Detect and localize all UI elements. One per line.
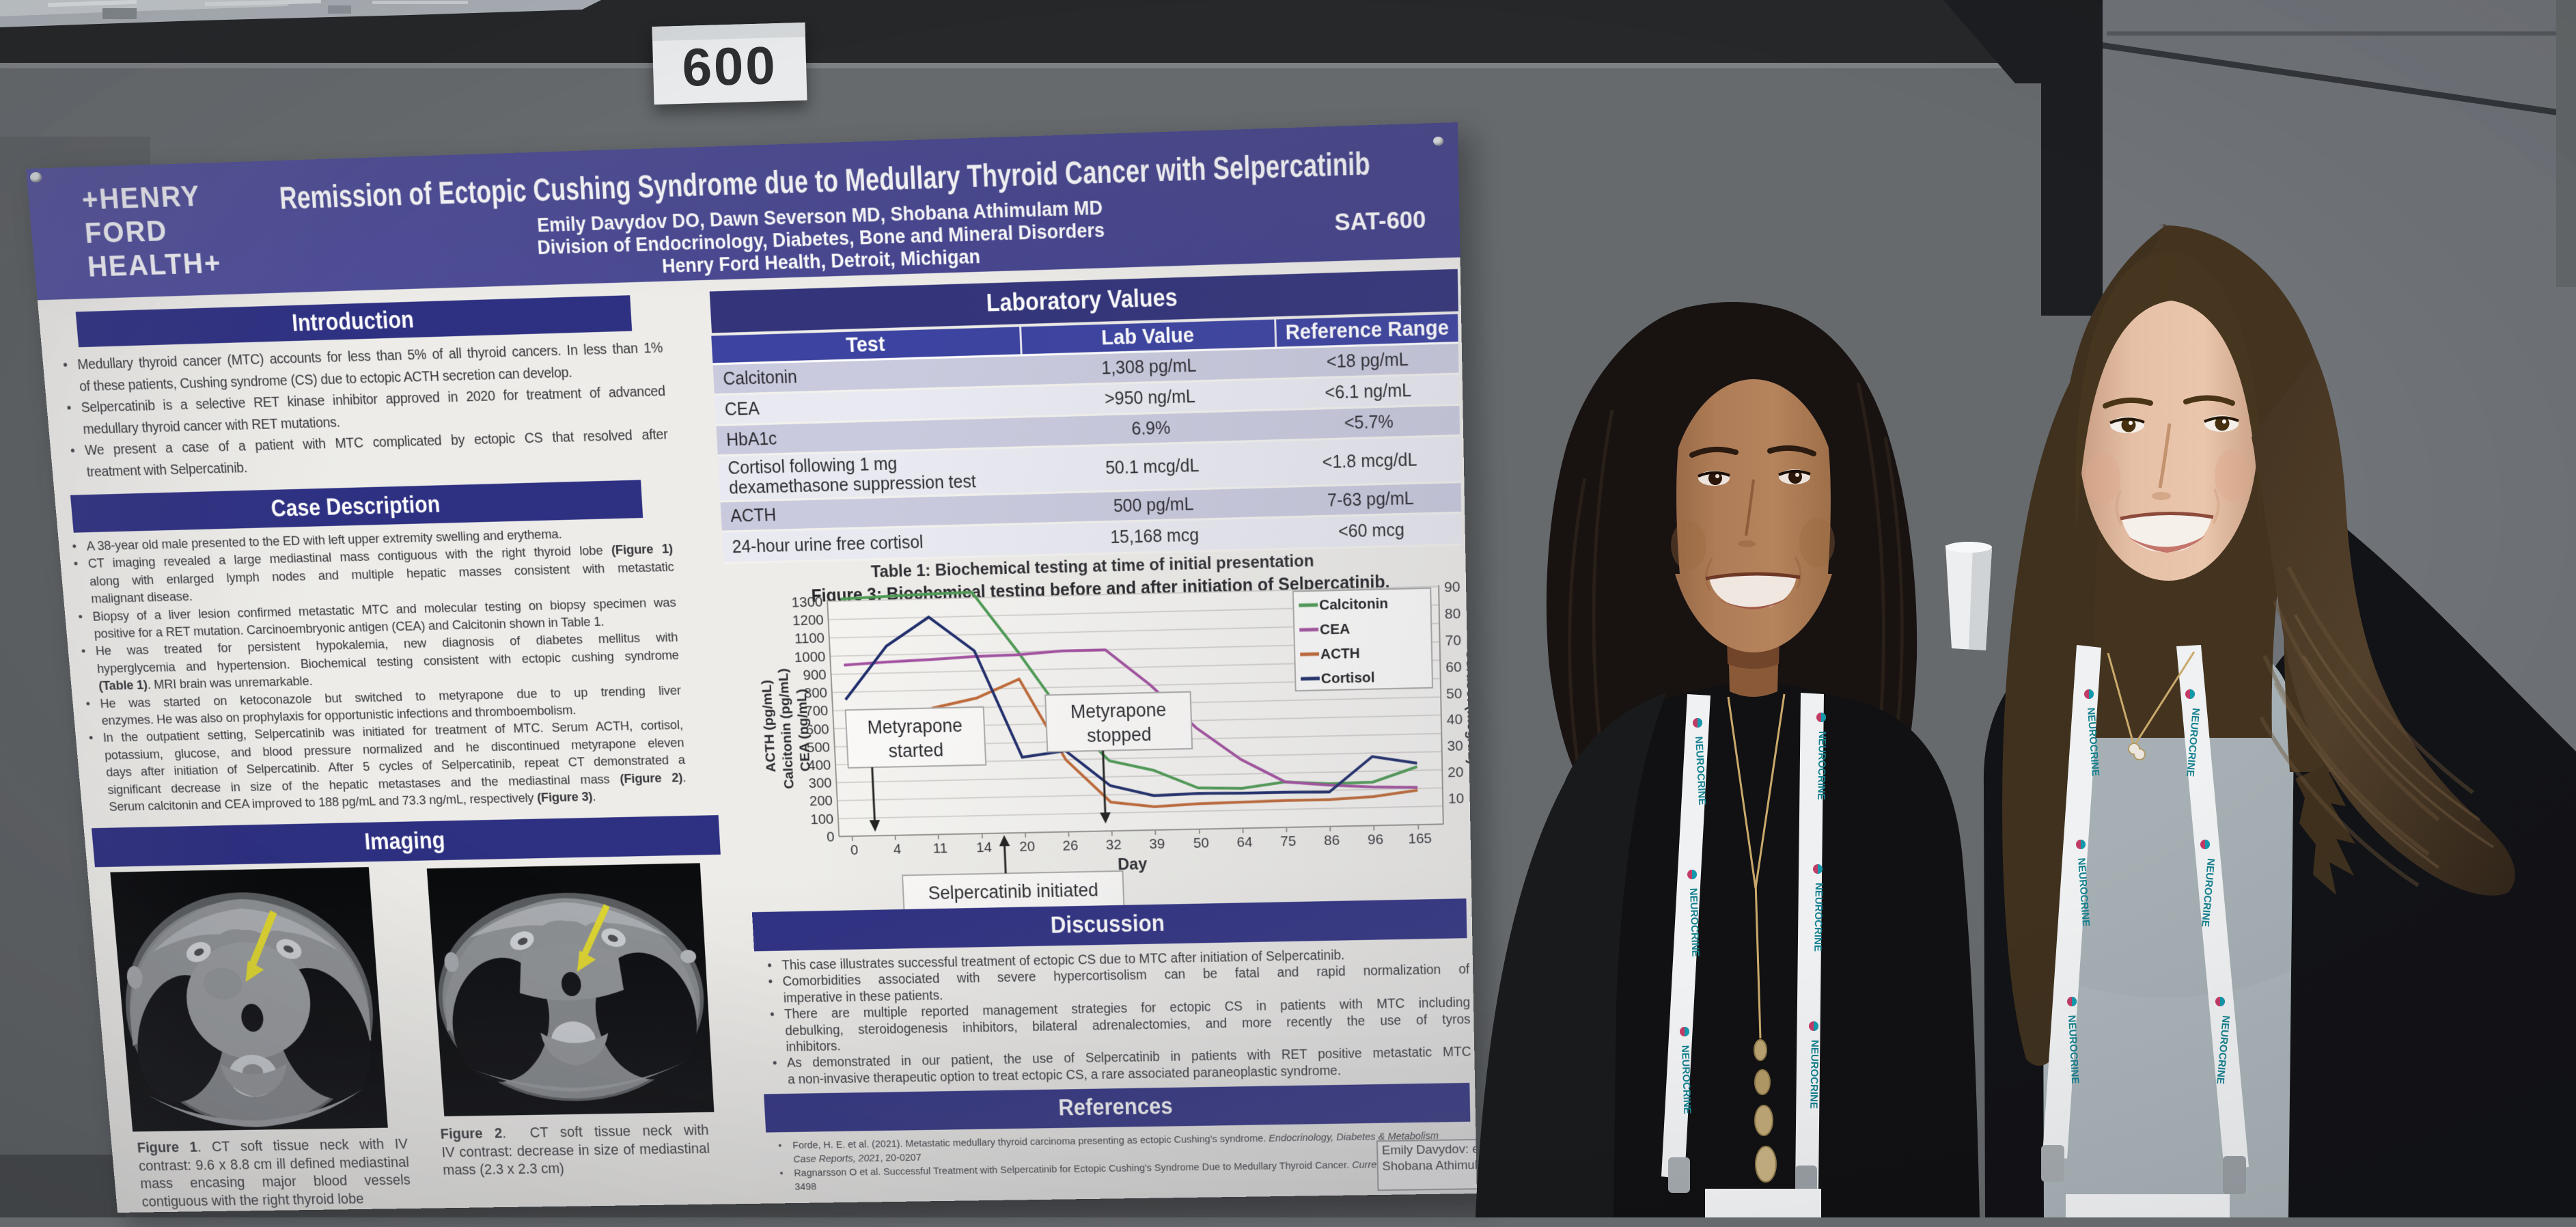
svg-text:NEUROCRINE: NEUROCRINE: [1687, 888, 1702, 957]
svg-text:NEUROCRINE: NEUROCRINE: [1808, 1040, 1820, 1109]
svg-text:NEUROCRINE: NEUROCRINE: [1812, 883, 1825, 952]
svg-text:NEUROCRINE: NEUROCRINE: [1815, 731, 1828, 800]
svg-text:NEUROCRINE: NEUROCRINE: [1679, 1045, 1693, 1114]
